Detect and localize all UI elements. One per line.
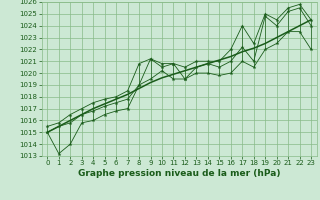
X-axis label: Graphe pression niveau de la mer (hPa): Graphe pression niveau de la mer (hPa) bbox=[78, 169, 280, 178]
